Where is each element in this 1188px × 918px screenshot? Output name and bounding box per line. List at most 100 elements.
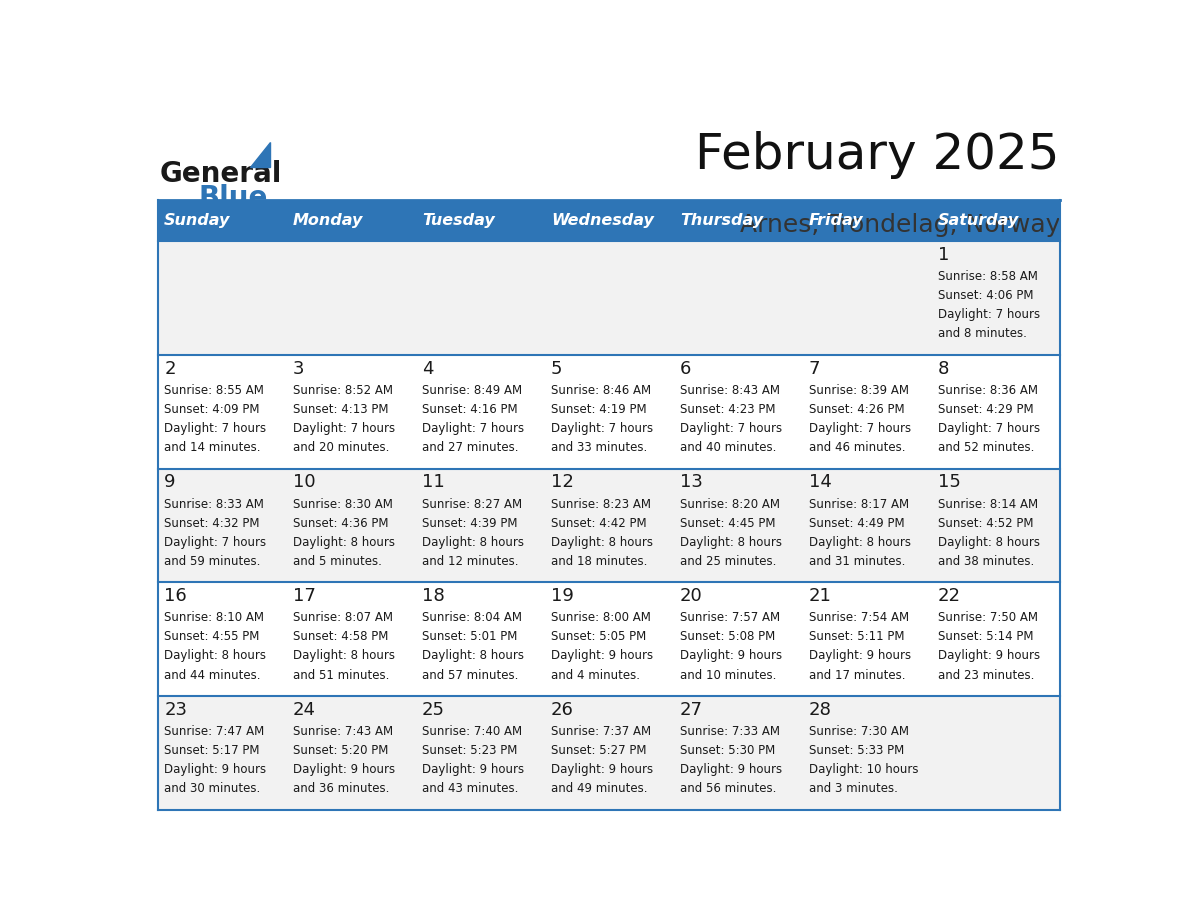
Text: Sunset: 5:30 PM: Sunset: 5:30 PM <box>680 744 775 757</box>
Text: Daylight: 7 hours: Daylight: 7 hours <box>422 422 524 435</box>
Text: Sunrise: 8:46 AM: Sunrise: 8:46 AM <box>551 384 651 397</box>
Text: Daylight: 9 hours: Daylight: 9 hours <box>680 650 782 663</box>
Text: Arnes, Trondelag, Norway: Arnes, Trondelag, Norway <box>740 213 1060 237</box>
Text: Sunrise: 8:10 AM: Sunrise: 8:10 AM <box>164 611 264 624</box>
Text: Sunset: 5:20 PM: Sunset: 5:20 PM <box>293 744 388 757</box>
Text: Daylight: 8 hours: Daylight: 8 hours <box>293 536 396 549</box>
Text: Sunrise: 7:54 AM: Sunrise: 7:54 AM <box>809 611 909 624</box>
Text: and 57 minutes.: and 57 minutes. <box>422 668 518 681</box>
Text: Sunset: 4:32 PM: Sunset: 4:32 PM <box>164 517 260 530</box>
Text: Daylight: 8 hours: Daylight: 8 hours <box>937 536 1040 549</box>
FancyBboxPatch shape <box>544 200 674 241</box>
Text: Daylight: 9 hours: Daylight: 9 hours <box>164 763 266 777</box>
Text: Daylight: 7 hours: Daylight: 7 hours <box>164 536 266 549</box>
Text: Sunrise: 7:47 AM: Sunrise: 7:47 AM <box>164 725 265 738</box>
Text: and 38 minutes.: and 38 minutes. <box>937 554 1034 567</box>
Text: and 8 minutes.: and 8 minutes. <box>937 327 1026 341</box>
Text: Sunset: 5:27 PM: Sunset: 5:27 PM <box>551 744 646 757</box>
Text: General: General <box>159 160 282 187</box>
Text: 14: 14 <box>809 474 832 491</box>
Text: Sunset: 5:11 PM: Sunset: 5:11 PM <box>809 631 904 644</box>
Text: Sunrise: 7:50 AM: Sunrise: 7:50 AM <box>937 611 1037 624</box>
Text: Daylight: 9 hours: Daylight: 9 hours <box>680 763 782 777</box>
Text: Sunrise: 8:27 AM: Sunrise: 8:27 AM <box>422 498 522 510</box>
Text: Friday: Friday <box>809 213 864 228</box>
Text: Sunrise: 8:52 AM: Sunrise: 8:52 AM <box>293 384 393 397</box>
Text: and 52 minutes.: and 52 minutes. <box>937 441 1034 454</box>
Text: Sunset: 4:58 PM: Sunset: 4:58 PM <box>293 631 388 644</box>
Text: and 56 minutes.: and 56 minutes. <box>680 782 776 795</box>
Text: Sunrise: 8:58 AM: Sunrise: 8:58 AM <box>937 270 1037 283</box>
Text: 23: 23 <box>164 701 188 719</box>
Text: Daylight: 10 hours: Daylight: 10 hours <box>809 763 918 777</box>
Text: Sunrise: 8:30 AM: Sunrise: 8:30 AM <box>293 498 393 510</box>
Text: Daylight: 7 hours: Daylight: 7 hours <box>164 422 266 435</box>
Text: 27: 27 <box>680 701 703 719</box>
Text: 2: 2 <box>164 360 176 377</box>
Text: Sunrise: 8:36 AM: Sunrise: 8:36 AM <box>937 384 1037 397</box>
Text: Sunset: 4:39 PM: Sunset: 4:39 PM <box>422 517 518 530</box>
Text: and 44 minutes.: and 44 minutes. <box>164 668 260 681</box>
Text: 22: 22 <box>937 588 961 605</box>
Text: and 14 minutes.: and 14 minutes. <box>164 441 260 454</box>
Text: Sunrise: 8:00 AM: Sunrise: 8:00 AM <box>551 611 651 624</box>
Text: Daylight: 7 hours: Daylight: 7 hours <box>809 422 911 435</box>
FancyBboxPatch shape <box>158 200 286 241</box>
Text: and 59 minutes.: and 59 minutes. <box>164 554 260 567</box>
Text: Daylight: 8 hours: Daylight: 8 hours <box>680 536 782 549</box>
Text: Sunrise: 8:55 AM: Sunrise: 8:55 AM <box>164 384 264 397</box>
Text: 19: 19 <box>551 588 574 605</box>
Text: and 27 minutes.: and 27 minutes. <box>422 441 518 454</box>
Text: 1: 1 <box>937 246 949 263</box>
Text: Daylight: 7 hours: Daylight: 7 hours <box>680 422 782 435</box>
FancyBboxPatch shape <box>158 241 1060 354</box>
Text: and 20 minutes.: and 20 minutes. <box>293 441 390 454</box>
Text: Sunset: 4:19 PM: Sunset: 4:19 PM <box>551 403 646 416</box>
FancyBboxPatch shape <box>286 200 416 241</box>
Text: 5: 5 <box>551 360 562 377</box>
Text: 18: 18 <box>422 588 444 605</box>
Text: 15: 15 <box>937 474 960 491</box>
Text: and 12 minutes.: and 12 minutes. <box>422 554 518 567</box>
Text: 24: 24 <box>293 701 316 719</box>
Text: Sunset: 4:36 PM: Sunset: 4:36 PM <box>293 517 388 530</box>
Text: and 36 minutes.: and 36 minutes. <box>293 782 390 795</box>
FancyBboxPatch shape <box>158 354 1060 468</box>
Text: Sunset: 4:13 PM: Sunset: 4:13 PM <box>293 403 388 416</box>
Text: 25: 25 <box>422 701 446 719</box>
Text: Sunrise: 7:40 AM: Sunrise: 7:40 AM <box>422 725 522 738</box>
Text: Sunset: 5:05 PM: Sunset: 5:05 PM <box>551 631 646 644</box>
Text: Sunrise: 8:07 AM: Sunrise: 8:07 AM <box>293 611 393 624</box>
Text: February 2025: February 2025 <box>695 131 1060 179</box>
Text: 21: 21 <box>809 588 832 605</box>
Text: Sunset: 5:08 PM: Sunset: 5:08 PM <box>680 631 775 644</box>
Text: Sunrise: 8:14 AM: Sunrise: 8:14 AM <box>937 498 1037 510</box>
Text: 10: 10 <box>293 474 316 491</box>
Text: 7: 7 <box>809 360 820 377</box>
Text: and 31 minutes.: and 31 minutes. <box>809 554 905 567</box>
Text: Daylight: 7 hours: Daylight: 7 hours <box>937 308 1040 321</box>
Text: Tuesday: Tuesday <box>422 213 494 228</box>
Text: and 43 minutes.: and 43 minutes. <box>422 782 518 795</box>
Text: 11: 11 <box>422 474 444 491</box>
Text: Sunset: 5:17 PM: Sunset: 5:17 PM <box>164 744 260 757</box>
Text: and 23 minutes.: and 23 minutes. <box>937 668 1034 681</box>
FancyBboxPatch shape <box>416 200 544 241</box>
Text: Daylight: 8 hours: Daylight: 8 hours <box>293 650 396 663</box>
Text: Sunrise: 8:43 AM: Sunrise: 8:43 AM <box>680 384 779 397</box>
Text: 20: 20 <box>680 588 702 605</box>
Text: Saturday: Saturday <box>937 213 1019 228</box>
Text: and 30 minutes.: and 30 minutes. <box>164 782 260 795</box>
Text: Sunset: 5:14 PM: Sunset: 5:14 PM <box>937 631 1034 644</box>
Text: Sunset: 4:45 PM: Sunset: 4:45 PM <box>680 517 776 530</box>
Text: and 17 minutes.: and 17 minutes. <box>809 668 905 681</box>
Text: 9: 9 <box>164 474 176 491</box>
Text: Daylight: 9 hours: Daylight: 9 hours <box>937 650 1040 663</box>
Text: Sunrise: 8:17 AM: Sunrise: 8:17 AM <box>809 498 909 510</box>
Text: Daylight: 9 hours: Daylight: 9 hours <box>809 650 911 663</box>
Text: Monday: Monday <box>293 213 364 228</box>
FancyBboxPatch shape <box>158 696 1060 810</box>
Text: and 51 minutes.: and 51 minutes. <box>293 668 390 681</box>
Text: 8: 8 <box>937 360 949 377</box>
Text: and 3 minutes.: and 3 minutes. <box>809 782 897 795</box>
